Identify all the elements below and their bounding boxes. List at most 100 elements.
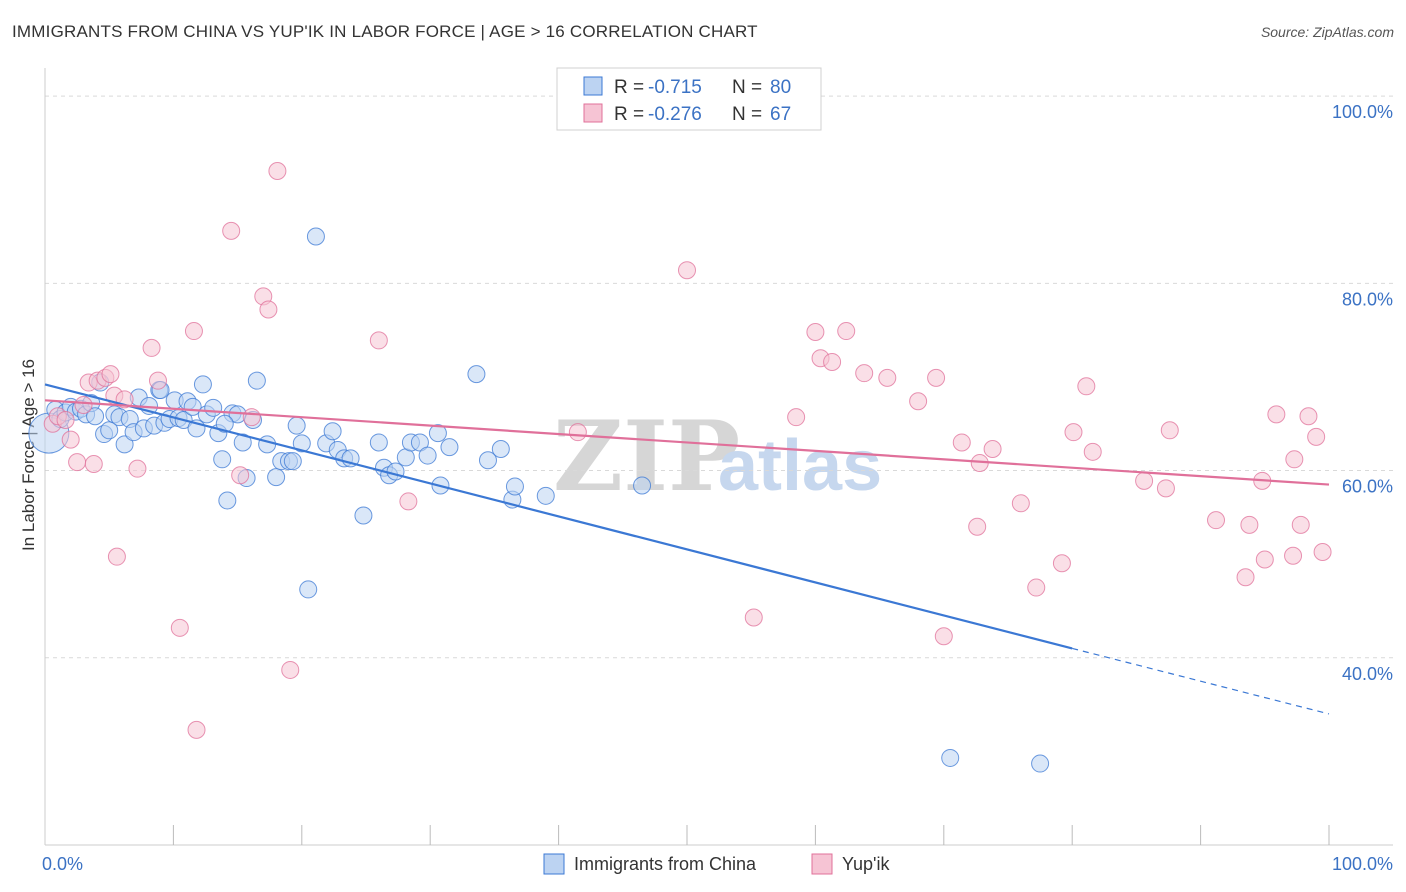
data-point [478, 451, 497, 470]
chart-title: IMMIGRANTS FROM CHINA VS YUP'IK IN LABOR… [12, 22, 758, 41]
data-point [267, 468, 286, 487]
bottom-legend-label-pink: Yup'ik [842, 854, 890, 874]
y-axis-label: In Labor Force | Age > 16 [19, 359, 38, 551]
data-point [909, 392, 928, 411]
legend-n-value-blue: 80 [770, 77, 791, 98]
data-point [934, 627, 953, 646]
data-point [184, 322, 203, 341]
watermark-zip: ZIP [553, 400, 740, 513]
data-point [505, 477, 524, 496]
data-point [101, 365, 120, 384]
data-point [74, 396, 93, 415]
gridlines [45, 95, 1393, 659]
data-point [56, 410, 75, 429]
watermark: ZIP atlas [553, 400, 882, 513]
data-point [242, 408, 261, 427]
data-point [1011, 494, 1030, 513]
y-tick-label: 80.0% [1342, 289, 1393, 309]
data-point [467, 365, 486, 384]
data-point [115, 435, 134, 454]
data-point [855, 364, 874, 383]
x-tick-label: 0.0% [42, 854, 83, 874]
data-point [84, 454, 103, 473]
data-point [287, 416, 306, 435]
data-point [968, 517, 987, 536]
data-point [204, 398, 223, 417]
data-point [61, 430, 80, 449]
series-yupik [43, 161, 1332, 739]
data-point [1313, 542, 1332, 561]
data-point [941, 748, 960, 767]
data-point [1255, 550, 1274, 569]
data-point [568, 423, 587, 442]
data-point [1083, 442, 1102, 461]
data-point [193, 375, 212, 394]
legend: R = -0.715 N = 80 R = -0.276 N = 67 [556, 67, 822, 131]
data-point [283, 452, 302, 471]
data-point [213, 450, 232, 469]
data-point [806, 322, 825, 341]
legend-r-label-blue: R = [614, 77, 644, 98]
data-point [1156, 479, 1175, 498]
data-point [354, 506, 373, 525]
data-point [1027, 578, 1046, 597]
data-point [1240, 515, 1259, 534]
trend-line-extension-0 [1072, 647, 1330, 715]
legend-n-value-pink: 67 [770, 104, 791, 125]
data-point [491, 440, 510, 459]
y-tick-label: 100.0% [1332, 102, 1393, 122]
axes [44, 68, 1393, 846]
data-point [386, 462, 405, 481]
data-point [952, 433, 971, 452]
x-ticks [172, 825, 1330, 845]
legend-swatch-blue [583, 76, 603, 96]
trend-line-1 [44, 399, 1330, 486]
data-point [258, 435, 277, 454]
chart-source: Source: ZipAtlas.com [1260, 24, 1394, 40]
data-point [440, 438, 459, 457]
data-point [233, 433, 252, 452]
data-point [369, 433, 388, 452]
data-point [428, 424, 447, 443]
data-point [1285, 450, 1304, 469]
data-point [823, 352, 842, 371]
data-point [259, 300, 278, 319]
data-point [222, 221, 241, 240]
data-point [1284, 546, 1303, 565]
data-point [633, 476, 652, 495]
data-point [68, 453, 87, 472]
legend-r-value-pink: -0.276 [648, 104, 702, 125]
legend-swatch-pink [583, 103, 603, 123]
data-point [268, 161, 287, 180]
data-point [418, 446, 437, 465]
data-point [215, 414, 234, 433]
legend-n-label-pink: N = [732, 104, 762, 125]
data-point [369, 331, 388, 350]
bottom-legend-label-blue: Immigrants from China [574, 854, 757, 874]
data-point [1267, 405, 1286, 424]
data-point [927, 368, 946, 387]
data-point [100, 421, 119, 440]
data-point [107, 547, 126, 566]
data-point [1135, 471, 1154, 490]
series-immigrants-from-china [28, 227, 1050, 773]
data-point [678, 261, 696, 280]
legend-r-value-blue: -0.715 [648, 77, 702, 98]
y-tick-labels: 100.0% 80.0% 60.0% 40.0% [1332, 102, 1393, 684]
data-point [299, 580, 318, 599]
data-point [128, 459, 147, 478]
data-point [396, 448, 415, 467]
data-point [281, 660, 300, 679]
data-point [170, 618, 189, 637]
data-point [1052, 554, 1071, 573]
y-tick-label: 40.0% [1342, 664, 1393, 684]
data-point [142, 338, 161, 357]
x-tick-labels: 0.0% 100.0% [42, 854, 1393, 874]
bottom-legend-swatch-pink [811, 853, 833, 875]
data-point [787, 408, 806, 427]
data-point [187, 720, 206, 739]
data-point [1064, 423, 1083, 442]
data-point [292, 434, 311, 453]
data-point [218, 491, 237, 510]
